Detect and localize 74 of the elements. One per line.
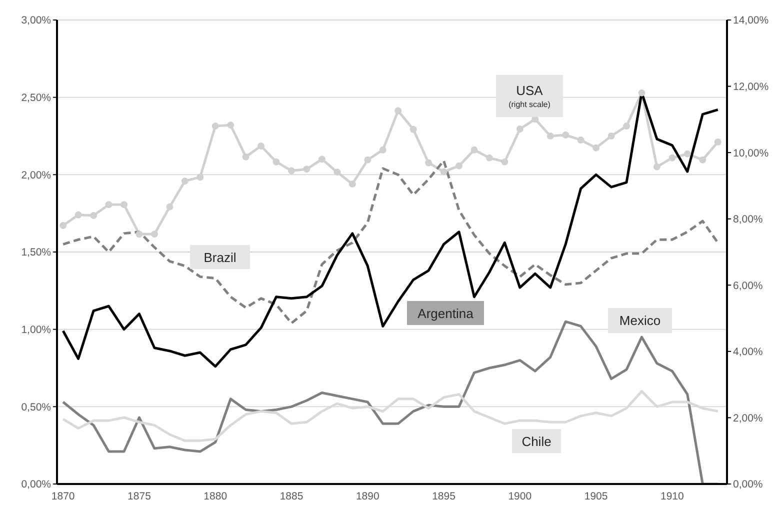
point xyxy=(714,138,722,146)
series-label: Chile xyxy=(522,434,552,448)
y-tick-label: 1,00% xyxy=(21,324,51,336)
point xyxy=(623,122,630,130)
y-tick-label: 0,00% xyxy=(21,478,51,491)
point xyxy=(562,132,570,139)
point xyxy=(546,132,554,140)
series-label: Mexico xyxy=(619,313,661,328)
x-tick-label: 1900 xyxy=(508,490,532,502)
x-tick-label: 1880 xyxy=(204,490,228,502)
annotation: (right scale) xyxy=(508,100,550,109)
y2-tick-label: 2,00% xyxy=(733,412,763,424)
line-series xyxy=(62,159,720,324)
y2-tick-label: 14,00% xyxy=(733,14,769,27)
point xyxy=(227,122,234,129)
series-label: Argentina xyxy=(418,306,474,320)
point xyxy=(242,153,250,160)
y-tick-label: 1,50% xyxy=(21,246,51,259)
y-tick-label: 2,00% xyxy=(21,169,51,182)
y2-tick-label: 0,00% xyxy=(733,478,763,491)
y2-tick-label: 8,00% xyxy=(733,214,763,226)
y2-tick-label: 12,00% xyxy=(733,81,769,94)
point xyxy=(272,158,280,166)
y2-tick-label: 6,00% xyxy=(733,280,763,292)
x-tick-label: 1885 xyxy=(280,490,304,502)
y-tick-label: 0,50% xyxy=(21,401,51,414)
point xyxy=(410,126,417,133)
point xyxy=(440,168,448,176)
point xyxy=(334,168,341,176)
point xyxy=(653,163,660,170)
series-label: USA xyxy=(516,83,543,98)
point xyxy=(486,154,493,162)
point xyxy=(470,146,478,154)
point xyxy=(348,180,356,188)
point xyxy=(166,203,174,210)
y2-tick-label: 10,00% xyxy=(733,147,769,160)
x-tick-label: 1890 xyxy=(356,490,380,502)
y-tick-label: 2,50% xyxy=(21,92,51,104)
point xyxy=(456,162,462,170)
y2-tick-label: 4,00% xyxy=(733,346,763,358)
point xyxy=(638,89,646,96)
x-tick-label: 1895 xyxy=(432,490,456,502)
point xyxy=(196,174,204,181)
y-tick-label: 3,00% xyxy=(21,14,51,27)
point xyxy=(150,230,158,238)
point xyxy=(577,136,584,144)
point xyxy=(364,156,372,164)
series-label: Brazil xyxy=(204,250,236,264)
point xyxy=(592,144,600,152)
point xyxy=(303,166,310,173)
point xyxy=(60,222,67,229)
point xyxy=(318,156,326,163)
point xyxy=(425,159,432,166)
x-tick-label: 1875 xyxy=(128,490,152,502)
point xyxy=(258,142,265,150)
point xyxy=(181,178,188,185)
x-tick-label: 1870 xyxy=(51,490,75,502)
point xyxy=(105,201,112,208)
point xyxy=(90,212,98,220)
point xyxy=(608,132,615,140)
point xyxy=(136,230,143,238)
point xyxy=(74,211,82,218)
x-tick-label: 1910 xyxy=(660,490,684,502)
point xyxy=(516,126,524,133)
point xyxy=(501,158,508,166)
point xyxy=(212,122,219,130)
point xyxy=(120,201,128,208)
point xyxy=(379,146,386,154)
point xyxy=(699,156,706,164)
x-tick-label: 1905 xyxy=(584,490,608,502)
point xyxy=(288,167,295,174)
point xyxy=(668,154,676,162)
point xyxy=(684,150,691,158)
point xyxy=(394,107,402,114)
